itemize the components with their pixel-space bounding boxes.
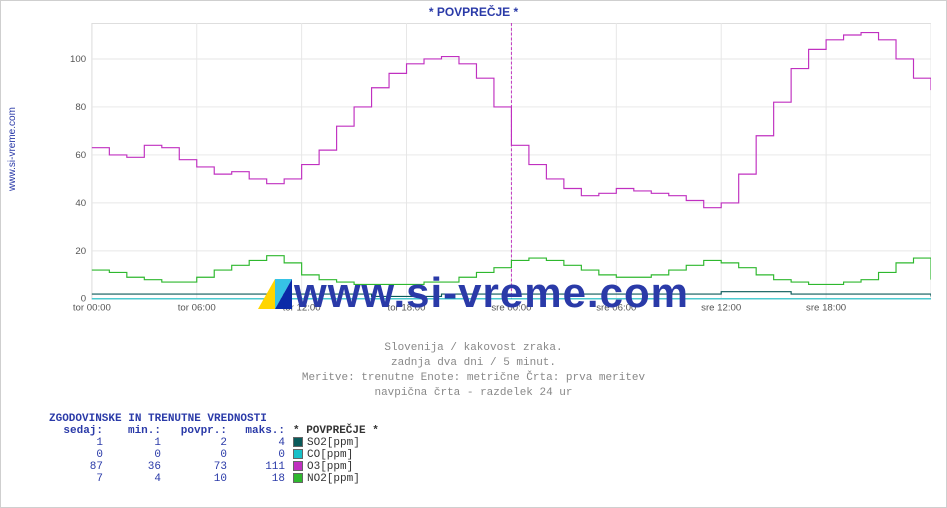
legend-item: O3[ppm] bbox=[289, 461, 383, 473]
stats-value: 10 bbox=[165, 473, 231, 485]
legend-label: SO2[ppm] bbox=[307, 437, 360, 449]
col-legend-title: * POVPREČJE * bbox=[289, 425, 383, 437]
stats-row: 1124SO2[ppm] bbox=[49, 437, 383, 449]
subtitle-line: Slovenija / kakovost zraka. bbox=[1, 341, 946, 356]
col-povpr: povpr.: bbox=[165, 425, 231, 437]
stats-value: 36 bbox=[107, 461, 165, 473]
chart-svg: 020406080100tor 00:00tor 06:00tor 12:00t… bbox=[61, 23, 931, 314]
svg-text:sre 12:00: sre 12:00 bbox=[701, 302, 741, 313]
svg-text:20: 20 bbox=[75, 246, 86, 257]
svg-text:tor 00:00: tor 00:00 bbox=[73, 302, 111, 313]
chart-area: 020406080100tor 00:00tor 06:00tor 12:00t… bbox=[61, 23, 931, 325]
chart-subtitle: Slovenija / kakovost zraka. zadnja dva d… bbox=[1, 341, 946, 400]
chart-title: * POVPREČJE * bbox=[1, 5, 946, 19]
svg-text:sre 06:00: sre 06:00 bbox=[596, 302, 636, 313]
legend-label: O3[ppm] bbox=[307, 461, 353, 473]
svg-text:80: 80 bbox=[75, 102, 86, 113]
stats-value: 0 bbox=[49, 449, 107, 461]
stats-value: 18 bbox=[231, 473, 289, 485]
subtitle-line: navpična črta - razdelek 24 ur bbox=[1, 386, 946, 401]
svg-text:tor 12:00: tor 12:00 bbox=[283, 302, 321, 313]
stats-row: 741018 NO2[ppm] bbox=[49, 473, 383, 485]
legend-swatch-icon bbox=[293, 437, 303, 447]
stats-value: 0 bbox=[107, 449, 165, 461]
stats-value: 87 bbox=[49, 461, 107, 473]
svg-text:100: 100 bbox=[70, 54, 86, 65]
stats-value: 0 bbox=[165, 449, 231, 461]
subtitle-line: Meritve: trenutne Enote: metrične Črta: … bbox=[1, 371, 946, 386]
legend-label: CO[ppm] bbox=[307, 449, 353, 461]
svg-text:tor 06:00: tor 06:00 bbox=[178, 302, 216, 313]
col-sedaj: sedaj: bbox=[49, 425, 107, 437]
svg-text:sre 18:00: sre 18:00 bbox=[806, 302, 846, 313]
col-min: min.: bbox=[107, 425, 165, 437]
legend-item: CO[ppm] bbox=[289, 449, 383, 461]
stats-table: sedaj: min.: povpr.: maks.: * POVPREČJE … bbox=[49, 425, 383, 485]
legend-label: NO2[ppm] bbox=[307, 473, 360, 485]
legend-item: NO2[ppm] bbox=[289, 473, 383, 485]
stats-row: 0000CO[ppm] bbox=[49, 449, 383, 461]
stats-value: 4 bbox=[231, 437, 289, 449]
legend-item: SO2[ppm] bbox=[289, 437, 383, 449]
stats-value: 4 bbox=[107, 473, 165, 485]
svg-text:40: 40 bbox=[75, 198, 86, 209]
stats-value: 73 bbox=[165, 461, 231, 473]
y-axis-source-label: www.si-vreme.com bbox=[7, 107, 18, 191]
stats-row: 873673111 O3[ppm] bbox=[49, 461, 383, 473]
stats-block: ZGODOVINSKE IN TRENUTNE VREDNOSTI sedaj:… bbox=[49, 413, 383, 485]
stats-header: ZGODOVINSKE IN TRENUTNE VREDNOSTI bbox=[49, 413, 383, 425]
col-maks: maks.: bbox=[231, 425, 289, 437]
svg-text:tor 18:00: tor 18:00 bbox=[388, 302, 426, 313]
svg-text:60: 60 bbox=[75, 150, 86, 161]
stats-value: 2 bbox=[165, 437, 231, 449]
stats-value: 111 bbox=[231, 461, 289, 473]
stats-value: 0 bbox=[231, 449, 289, 461]
legend-swatch-icon bbox=[293, 449, 303, 459]
stats-value: 7 bbox=[49, 473, 107, 485]
stats-colhead-row: sedaj: min.: povpr.: maks.: * POVPREČJE … bbox=[49, 425, 383, 437]
svg-text:sre 00:00: sre 00:00 bbox=[491, 302, 531, 313]
stats-value: 1 bbox=[49, 437, 107, 449]
subtitle-line: zadnja dva dni / 5 minut. bbox=[1, 356, 946, 371]
stats-value: 1 bbox=[107, 437, 165, 449]
legend-swatch-icon bbox=[293, 461, 303, 471]
legend-swatch-icon bbox=[293, 473, 303, 483]
